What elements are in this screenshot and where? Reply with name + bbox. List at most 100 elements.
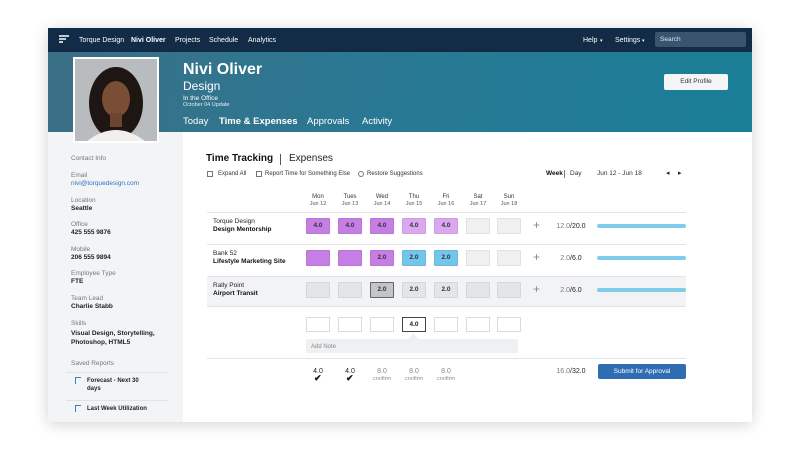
entry-input[interactable] xyxy=(497,317,521,332)
time-cell[interactable]: 4.0 xyxy=(370,218,394,234)
time-cell[interactable] xyxy=(306,250,330,266)
confirm-link[interactable]: confirm xyxy=(404,376,424,382)
profile-tab[interactable]: Time & Expenses xyxy=(219,116,298,127)
edit-profile-button[interactable]: Edit Profile xyxy=(664,74,728,90)
field-value: FTE xyxy=(71,278,84,285)
row-project: Design Mentorship xyxy=(213,226,272,233)
entry-input[interactable] xyxy=(434,317,458,332)
entry-input[interactable] xyxy=(466,317,490,332)
saved-report[interactable]: Last Week Utilization xyxy=(87,406,147,412)
entry-input[interactable]: 4.0 xyxy=(402,317,426,332)
nav-help[interactable]: Help xyxy=(583,37,598,44)
entry-input[interactable] xyxy=(338,317,362,332)
row-hours: 2.0 xyxy=(560,255,570,262)
time-cell[interactable]: 4.0 xyxy=(434,218,458,234)
time-cell[interactable]: 4.0 xyxy=(338,218,362,234)
nav-settings[interactable]: Settings xyxy=(615,37,641,44)
prev-arrow[interactable]: ◂ xyxy=(666,170,670,177)
time-cell[interactable]: 2.0 xyxy=(434,250,458,266)
action-icon xyxy=(358,171,364,177)
time-cell[interactable]: 4.0 xyxy=(402,218,426,234)
day-date: Jun 13 xyxy=(341,201,359,207)
date-range: Jun 12 - Jun 18 xyxy=(597,170,642,177)
day-date: Jun 16 xyxy=(437,201,455,207)
time-cell[interactable] xyxy=(466,250,490,266)
time-cell[interactable] xyxy=(497,218,521,234)
day-date: Jun 17 xyxy=(469,201,487,207)
time-cell[interactable] xyxy=(306,282,330,298)
row-project: Airport Transit xyxy=(213,290,258,297)
day-date: Jun 18 xyxy=(500,201,518,207)
day-name: Fri xyxy=(442,194,450,200)
add-button[interactable]: + xyxy=(533,250,541,264)
report-divider xyxy=(66,400,168,401)
row-project: Lifestyle Marketing Site xyxy=(213,258,286,265)
dropdown-caret: ▾ xyxy=(600,38,603,44)
tab-separator xyxy=(280,154,281,165)
row-hours: 12.0 xyxy=(556,223,570,230)
action-icon xyxy=(207,171,213,177)
sidebar-heading: Contact Info xyxy=(71,155,107,162)
day-name: Sat xyxy=(473,194,483,200)
field-label: Team Lead xyxy=(71,295,104,302)
toolbar-action[interactable]: Report Time for Something Else xyxy=(265,171,351,177)
nav-item[interactable]: Analytics xyxy=(248,37,277,44)
time-cell[interactable]: 4.0 xyxy=(306,218,330,234)
add-button[interactable]: + xyxy=(533,282,541,296)
view-option[interactable]: Week xyxy=(546,170,563,177)
photo xyxy=(73,57,159,143)
row-divider xyxy=(207,244,686,245)
time-cell[interactable]: 2.0 xyxy=(434,282,458,298)
toolbar-action[interactable]: Expand All xyxy=(218,171,247,177)
profile-tab[interactable]: Today xyxy=(183,116,209,127)
nav-item[interactable]: Torque Design xyxy=(79,37,125,44)
time-cell[interactable] xyxy=(497,250,521,266)
row-divider xyxy=(207,276,686,277)
profile-tab[interactable]: Activity xyxy=(362,116,393,127)
confirm-link[interactable]: confirm xyxy=(436,376,456,382)
note-placeholder: Add Note xyxy=(311,344,337,350)
submit-button[interactable]: Submit for Approval xyxy=(598,364,686,379)
entry-input[interactable] xyxy=(370,317,394,332)
time-cell[interactable]: 2.0 xyxy=(370,250,394,266)
toolbar-action[interactable]: Restore Suggestions xyxy=(367,171,423,177)
search-box[interactable] xyxy=(655,32,746,47)
time-cell[interactable] xyxy=(466,218,490,234)
profile-name: Nivi Oliver xyxy=(183,61,263,78)
tracker-tab[interactable]: Time Tracking xyxy=(206,153,274,164)
profile-update: October 04 Update xyxy=(183,102,230,108)
time-cell[interactable] xyxy=(466,282,490,298)
field-label: Office xyxy=(71,221,88,228)
view-option[interactable]: Day xyxy=(570,170,582,177)
time-cell[interactable] xyxy=(497,282,521,298)
entry-input[interactable] xyxy=(306,317,330,332)
day-name: Tues xyxy=(343,194,357,200)
add-button[interactable]: + xyxy=(533,218,541,232)
day-total: 8.0 xyxy=(377,368,387,375)
row-target: /6.0 xyxy=(570,287,582,294)
tracker-tab[interactable]: Expenses xyxy=(289,153,333,164)
saved-report[interactable]: Forecast - Next 30 days xyxy=(87,378,139,392)
field-label: Employee Type xyxy=(71,270,116,277)
day-total: 4.0 xyxy=(313,368,323,375)
field-label: Mobile xyxy=(71,246,91,253)
time-cell[interactable]: 2.0 xyxy=(402,250,426,266)
banner xyxy=(48,52,752,132)
row-client: Torque Design xyxy=(213,218,255,225)
day-total: 8.0 xyxy=(441,368,451,375)
field-value: Visual Design, Storytelling, Photoshop, … xyxy=(71,330,155,346)
nav-item[interactable]: Nivi Oliver xyxy=(131,37,166,44)
photo-frame-none xyxy=(0,0,1,1)
confirm-link[interactable]: confirm xyxy=(372,376,392,382)
time-cell[interactable]: 2.0 xyxy=(402,282,426,298)
profile-tab[interactable]: Approvals xyxy=(307,116,350,127)
time-cell[interactable]: 2.0 xyxy=(370,282,394,298)
nav-item[interactable]: Schedule xyxy=(209,37,239,44)
note-input[interactable] xyxy=(306,339,518,353)
next-arrow[interactable]: ▸ xyxy=(678,170,682,177)
nav-item[interactable]: Projects xyxy=(175,37,201,44)
profile-status: In the Office xyxy=(183,95,218,102)
time-cell[interactable] xyxy=(338,250,362,266)
time-cell[interactable] xyxy=(338,282,362,298)
day-date: Jun 14 xyxy=(373,201,391,207)
